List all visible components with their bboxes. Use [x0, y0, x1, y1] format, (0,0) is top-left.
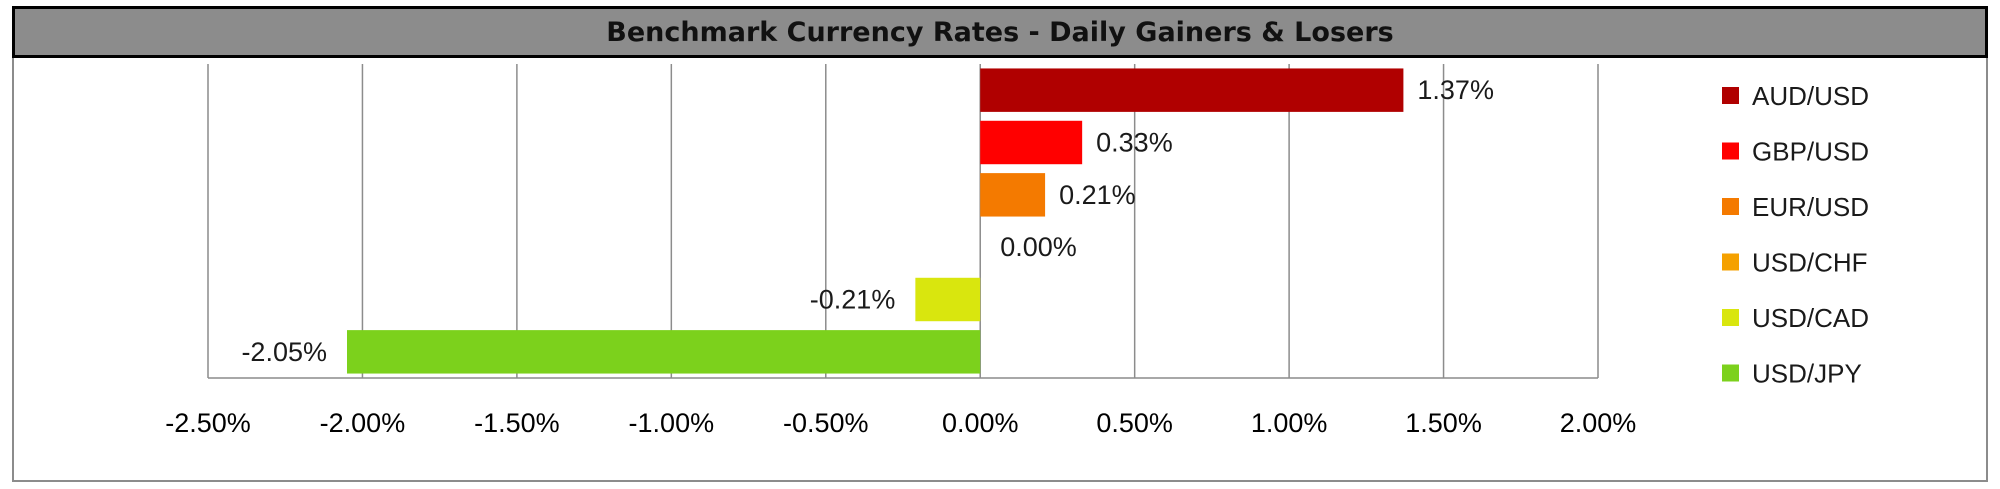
x-tick-label: 1.50%: [1405, 408, 1482, 438]
gridlines: [207, 64, 1599, 379]
x-tick-label: -2.00%: [320, 408, 406, 438]
bar-usd-jpy: [347, 330, 981, 374]
legend-swatch-usd-jpy: [1722, 364, 1739, 382]
legend-swatch-eur-usd: [1722, 198, 1739, 215]
legend: AUD/USD GBP/USD EUR/USD USD/CHF USD/CAD USD/J…: [1722, 81, 1869, 389]
bars: [347, 68, 1404, 374]
legend-label-eur-usd: EUR/USD: [1752, 192, 1869, 222]
legend-swatch-aud-usd: [1722, 87, 1739, 104]
legend-swatch-usd-cad: [1722, 309, 1739, 326]
data-label-eur-usd: 0.21%: [1059, 180, 1136, 210]
x-tick-label: -2.50%: [165, 408, 251, 438]
legend-swatch-gbp-usd: [1722, 142, 1739, 160]
x-tick-label: -1.00%: [629, 408, 715, 438]
legend-label-aud-usd: AUD/USD: [1752, 81, 1869, 111]
data-label-usd-chf: 0.00%: [1000, 232, 1077, 262]
legend-label-gbp-usd: GBP/USD: [1752, 137, 1869, 167]
bar-eur-usd: [980, 173, 1046, 217]
x-tick-label: 0.00%: [942, 408, 1019, 438]
bar-gbp-usd: [980, 120, 1083, 165]
bar-usd-cad: [915, 277, 981, 322]
x-axis-ticks: -2.50% -2.00% -1.50% -1.00% -0.50% 0.00% 0.50%…: [165, 408, 1636, 438]
x-tick-label: 0.50%: [1096, 408, 1173, 438]
legend-label-usd-jpy: USD/JPY: [1752, 359, 1862, 389]
x-tick-label: -1.50%: [474, 408, 560, 438]
chart-title: Benchmark Currency Rates - Daily Gainers…: [606, 16, 1394, 48]
data-label-usd-jpy: -2.05%: [241, 337, 327, 367]
x-tick-label: 1.00%: [1251, 408, 1328, 438]
chart-title-bar: Benchmark Currency Rates - Daily Gainers…: [12, 6, 1988, 58]
x-tick-label: 2.00%: [1560, 408, 1637, 438]
legend-label-usd-cad: USD/CAD: [1752, 303, 1869, 333]
legend-swatch-usd-chf: [1722, 253, 1739, 271]
bar-aud-usd: [980, 68, 1404, 112]
legend-label-usd-chf: USD/CHF: [1752, 248, 1868, 278]
x-tick-label: -0.50%: [783, 408, 869, 438]
data-label-aud-usd: 1.37%: [1417, 75, 1494, 105]
data-label-usd-cad: -0.21%: [810, 285, 896, 315]
data-label-gbp-usd: 0.33%: [1096, 128, 1173, 158]
data-labels: 1.37% 0.33% 0.21% 0.00% -0.21% -2.05%: [241, 75, 1494, 367]
